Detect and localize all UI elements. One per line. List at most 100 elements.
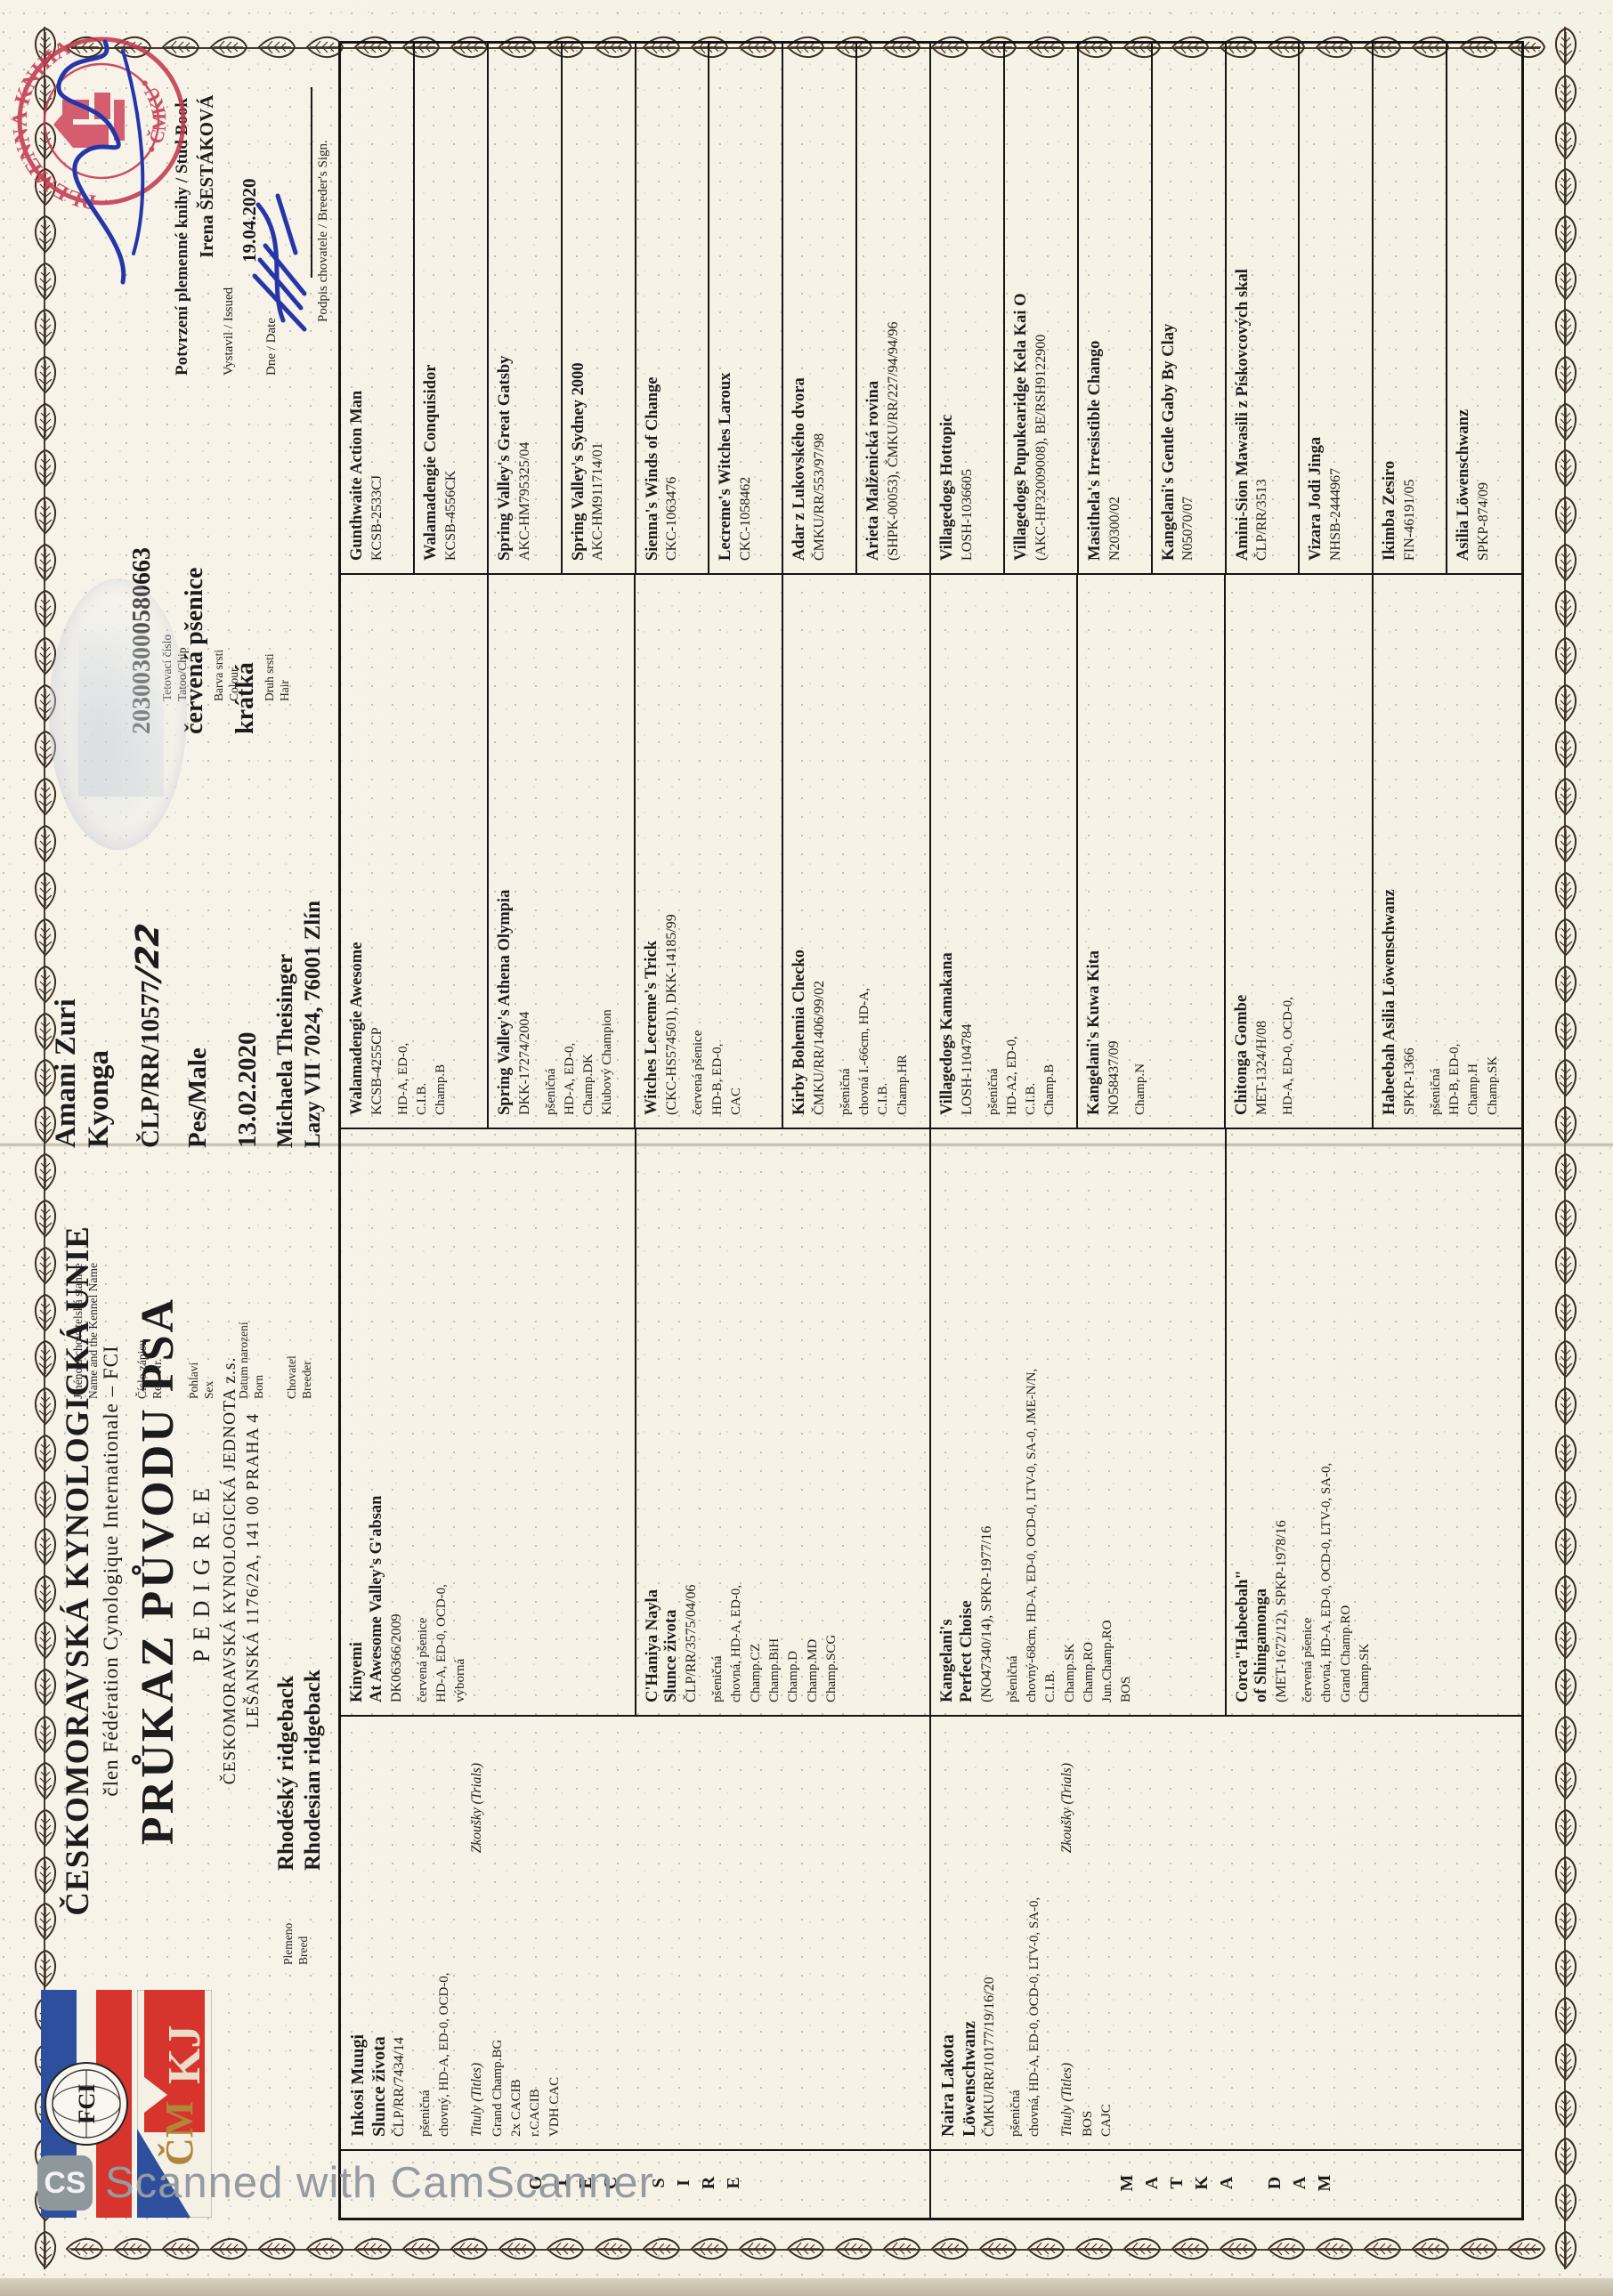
reg-label: Číslo zápisu Reg. Nr.: [135, 1339, 164, 1399]
ancestor-name: Adar z Lukovského dvora: [790, 377, 809, 561]
leaf-ornament-icon: [161, 28, 200, 67]
ancestor-name: Gunthwaite Action Man: [348, 390, 366, 561]
leaf-ornament-icon: [1315, 28, 1354, 67]
ancestor-registration: AKC-HM911714/01: [590, 442, 606, 561]
leaf-ornament-icon: [1507, 2229, 1546, 2268]
leaf-ornament-icon: [1552, 965, 1579, 1004]
leaf-ornament-icon: [1411, 2229, 1450, 2268]
ancestor-details: pšeničná chovná I.-66cm, HD-A, C.I.B. Champ…: [838, 988, 910, 1115]
leaf-ornament-icon: [1552, 121, 1579, 160]
leaf-ornament-icon: [1552, 1152, 1579, 1192]
leaf-ornament-icon: [594, 2229, 633, 2268]
leaf-ornament-icon: [209, 28, 248, 67]
parent-side-label: MATKA DAM: [1116, 2173, 1340, 2193]
studbook-signature: [56, 39, 145, 285]
leaf-ornament-icon: [1552, 1855, 1579, 1895]
cmkj-logo: ČM KJ: [136, 1989, 213, 2219]
ancestor-registration: SPKP-874/09: [1475, 481, 1491, 561]
dog-coat: krátká: [231, 662, 259, 734]
svg-text:FCI: FCI: [74, 2084, 100, 2124]
ancestor-name: Vizara Jodi Jinga: [1307, 436, 1325, 561]
studbook-issuer: Irena ŠESTÁKOVÁ: [196, 94, 217, 258]
ancestor-name: Spring Valley's Athena Olympia: [495, 889, 514, 1115]
leaf-ornament-icon: [1552, 1761, 1579, 1800]
leaf-ornament-icon: [1552, 2183, 1579, 2222]
ancestor-registration: N05070/07: [1180, 497, 1196, 561]
leaf-ornament-icon: [32, 308, 59, 347]
svg-text:ČM: ČM: [158, 2101, 201, 2166]
titles-trials-labels: Tituly (Titles) Zkoušky (Trials): [468, 1763, 484, 2137]
leaf-ornament-icon: [1552, 636, 1579, 675]
ancestor-titles: BOS CAJC: [1080, 2104, 1115, 2137]
leaf-ornament-icon: [1363, 2229, 1402, 2268]
leaf-ornament-icon: [1552, 918, 1579, 957]
ancestor-details: pšeničná chovný-68cm, HD-A, ED-0, OCD-0, …: [1005, 1368, 1134, 1702]
ancestor-name: Chitonga Gombe: [1233, 994, 1252, 1115]
ancestor-name: Kinyemi At Awesome Valley's G'absan: [348, 1495, 385, 1702]
pedigree-cell: Kirby Bohemia Checko ČMKU/RR/1406/99/02 pš…: [783, 575, 931, 1129]
ancestor-registration: AKC-HM795325/04: [516, 441, 532, 561]
pedigree-cell: Chitonga Gombe MET-1324/H/08 HD-A, ED-0, O…: [1226, 575, 1374, 1129]
ancestor-name: Kangelani's Kuwa Kita: [1085, 950, 1104, 1115]
leaf-ornament-icon: [1267, 28, 1306, 67]
svg-text:KJ: KJ: [159, 2025, 210, 2084]
leaf-ornament-icon: [32, 1574, 59, 1613]
leaf-ornament-icon: [401, 28, 441, 67]
leaf-ornament-icon: [32, 1105, 59, 1144]
leaf-ornament-icon: [32, 824, 59, 863]
pedigree-cell: Villagedogs Pupukearidge Kela Kai O (AKC-…: [1004, 44, 1079, 575]
leaf-ornament-icon: [32, 1293, 59, 1332]
ancestor-registration: (MET-1672/12), SPKP-1978/16: [1274, 1520, 1290, 1702]
leaf-ornament-icon: [1552, 871, 1579, 910]
leaf-ornament-icon: [209, 2229, 248, 2268]
ancestor-name: Amini-Sion Mawasili z Pískovcových skal: [1233, 269, 1252, 561]
ancestor-name: Spring Valley's Sydney 2000: [569, 362, 588, 561]
leaf-ornament-icon: [1552, 1058, 1579, 1097]
ancestor-name: Asilia Löwenschwanz: [1455, 408, 1473, 561]
leaf-ornament-icon: [305, 28, 344, 67]
pedigree-cell: Kinyemi At Awesome Valley's G'absan DK0636…: [341, 1129, 636, 1717]
leaf-ornament-icon: [930, 28, 969, 67]
ancestor-name: Walamadengie Awesome: [348, 942, 366, 1115]
ancestor-registration: KCSB-2533CJ: [369, 474, 385, 561]
leaf-ornament-icon: [32, 1012, 59, 1051]
ancestor-name: Corca"Habeebah" of Shingamonga: [1233, 1570, 1271, 1702]
leaf-ornament-icon: [1552, 1527, 1579, 1566]
ancestor-details: červená pšenice HD-A, ED-0, OCD-0, výborná: [415, 1584, 468, 1702]
pedigree-cell: Masithela's Irresistible Chango N20300/02: [1078, 44, 1153, 575]
leaf-border-bottom: [1542, 27, 1590, 2269]
leaf-ornament-icon: [401, 2229, 441, 2268]
leaf-ornament-icon: [1552, 262, 1579, 301]
leaf-ornament-icon: [834, 28, 873, 67]
ancestor-details: pšeničná HD-A2, ED-0, C.I.B. Champ.B: [985, 1036, 1058, 1115]
ancestor-name: Villagedogs Pupukearidge Kela Kai O: [1011, 293, 1030, 561]
pedigree-cell: Kangelani's Kuwa Kita NO58437/09 Champ.N: [1078, 575, 1227, 1129]
leaf-ornament-icon: [1219, 28, 1258, 67]
leaf-ornament-icon: [32, 543, 59, 582]
pedigree-cell: Spring Valley's Sydney 2000 AKC-HM911714/…: [562, 44, 636, 575]
ancestor-name: Arieta Malženická rovina: [864, 380, 883, 561]
leaf-ornament-icon: [1315, 2229, 1354, 2268]
ancestor-details: pšeničná chovný, HD-A, ED-0, OCD-0,: [418, 1972, 452, 2137]
pedigree-cell: Ikimba Zesiro FIN-46191/05: [1374, 44, 1448, 575]
leaf-ornament-icon: [1026, 28, 1066, 67]
leaf-ornament-icon: [1552, 2230, 1579, 2269]
leaf-ornament-icon: [32, 1715, 59, 1754]
studbook-stamp: PLEMENNÁ KNIHA • ČMKU •: [9, 30, 192, 214]
leaf-ornament-icon: [1552, 308, 1579, 347]
leaf-ornament-icon: [1123, 28, 1162, 67]
leaf-ornament-icon: [32, 1152, 59, 1192]
leaf-ornament-icon: [690, 2229, 729, 2268]
pedigree-cell: Villagedogs Kamakana LOSH-1104784 pšeničná…: [930, 575, 1079, 1129]
ancestor-registration: DK06366/2009: [388, 1613, 404, 1702]
leaf-ornament-icon: [1552, 2137, 1579, 2176]
leaf-ornament-icon: [1459, 28, 1498, 67]
ancestor-name: Lecreme's Witches Laroux: [717, 372, 735, 561]
breed-value-cs: Rhodéský ridgeback: [274, 1676, 298, 1871]
ancestor-registration: NO58437/09: [1106, 1040, 1123, 1115]
leaf-ornament-icon: [32, 1058, 59, 1097]
pedigree-cell: Kangelani's Perfect Choise (NO47340/14), S…: [931, 1129, 1227, 1717]
leaf-ornament-icon: [1171, 2229, 1210, 2268]
ancestor-details: HD-A, ED-0, C.I.B. Champ.B: [395, 1042, 449, 1115]
